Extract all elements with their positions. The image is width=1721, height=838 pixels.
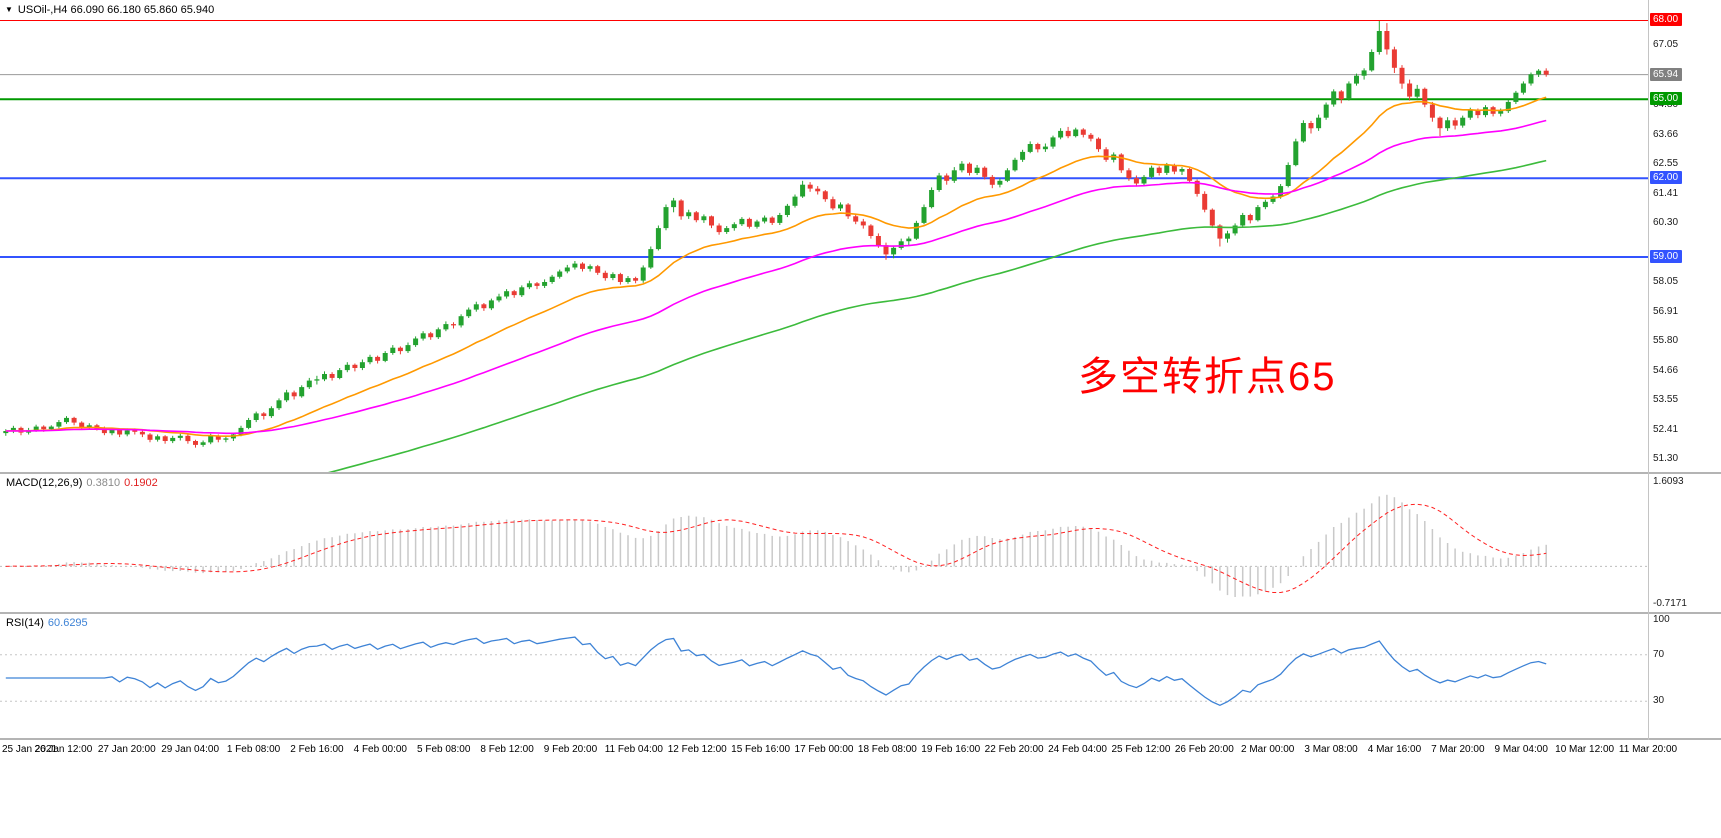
time-tick-label: 19 Feb 16:00	[921, 744, 981, 755]
price-tick-label: 63.66	[1653, 128, 1679, 140]
time-tick-label: 27 Jan 20:00	[97, 744, 156, 755]
time-tick-label: 11 Mar 20:00	[1618, 744, 1678, 755]
macd-panel[interactable]: MACD(12,26,9) 0.3810 0.1902	[0, 474, 1648, 612]
macd-chart-canvas[interactable]	[0, 474, 1648, 612]
macd-main-value: 0.3810	[86, 477, 121, 489]
time-tick-label: 5 Feb 08:00	[417, 744, 471, 755]
main-chart-panel[interactable]: ▼ USOil-,H4 66.090 66.180 65.860 65.940 多…	[0, 0, 1648, 472]
time-tick-label: 12 Feb 12:00	[667, 744, 727, 755]
rsi-label: RSI(14)	[6, 617, 44, 629]
time-tick-label: 9 Feb 20:00	[543, 744, 598, 755]
price-tick-label: 51.30	[1653, 453, 1679, 465]
price-tick-label: 53.55	[1653, 394, 1679, 406]
macd-label: MACD(12,26,9)	[6, 477, 83, 489]
macd-signal-value: 0.1902	[124, 477, 158, 489]
price-tick-label: 62.55	[1653, 157, 1679, 169]
price-tick-label: 52.41	[1653, 424, 1679, 436]
price-level-label: 65.00	[1650, 92, 1683, 106]
time-tick-label: 26 Feb 20:00	[1174, 744, 1234, 755]
price-axis[interactable]: 67.0564.8063.6662.5561.4160.3058.0556.91…	[1648, 0, 1721, 740]
rsi-level-label: 30	[1653, 695, 1665, 707]
time-tick-label: 25 Feb 12:00	[1111, 744, 1171, 755]
macd-scale-max-label: 1.6093	[1653, 476, 1684, 487]
rsi-chart-canvas[interactable]	[0, 614, 1648, 738]
time-tick-label: 22 Feb 20:00	[984, 744, 1044, 755]
chart-collapse-icon[interactable]: ▼	[5, 5, 13, 14]
time-tick-label: 24 Feb 04:00	[1048, 744, 1107, 755]
rsi-panel[interactable]: RSI(14) 60.6295	[0, 614, 1648, 738]
symbol-title-bar: ▼ USOil-,H4 66.090 66.180 65.860 65.940	[5, 4, 214, 16]
time-tick-label: 29 Jan 04:00	[161, 744, 220, 755]
time-tick-label: 10 Mar 12:00	[1555, 744, 1615, 755]
time-tick-label: 3 Mar 08:00	[1304, 744, 1358, 755]
chart-annotation-text[interactable]: 多空转折点65	[1078, 355, 1337, 399]
price-level-label: 62.00	[1650, 171, 1683, 185]
price-tick-label: 60.30	[1653, 216, 1679, 228]
price-level-label: 59.00	[1650, 250, 1683, 264]
price-tick-label: 54.66	[1653, 365, 1679, 377]
time-tick-label: 7 Mar 20:00	[1431, 744, 1485, 755]
macd-scale-min-label: -0.7171	[1653, 598, 1687, 609]
price-tick-label: 67.05	[1653, 39, 1679, 51]
panel-separator[interactable]	[0, 472, 1721, 474]
price-tick-label: 61.41	[1653, 187, 1679, 199]
time-axis[interactable]: 25 Jan 2021 26 Jan 12:00 27 Jan 20:00 29 Ja…	[0, 740, 1721, 764]
time-tick-label: 8 Feb 12:00	[480, 744, 534, 755]
macd-title: MACD(12,26,9) 0.3810 0.1902	[6, 477, 158, 489]
time-tick-label: 4 Mar 16:00	[1367, 744, 1422, 755]
time-tick-label: 9 Mar 04:00	[1494, 744, 1548, 755]
bid-price-label: 65.94	[1650, 67, 1683, 81]
panel-separator[interactable]	[0, 612, 1721, 614]
price-tick-label: 55.80	[1653, 335, 1679, 347]
panel-separator[interactable]	[0, 738, 1721, 740]
rsi-level-label: 70	[1653, 648, 1665, 660]
time-tick-label: 11 Feb 04:00	[604, 744, 663, 755]
candlestick-chart-canvas[interactable]	[0, 0, 1648, 472]
rsi-title: RSI(14) 60.6295	[6, 617, 88, 629]
time-tick-label: 1 Feb 08:00	[226, 744, 281, 755]
price-tick-label: 56.91	[1653, 305, 1679, 317]
time-tick-label: 18 Feb 08:00	[857, 744, 917, 755]
price-level-label: 68.00	[1650, 13, 1683, 27]
symbol-ohlc-title: USOil-,H4 66.090 66.180 65.860 65.940	[17, 4, 215, 16]
time-tick-label: 25 Jan 2021	[2, 744, 58, 755]
time-tick-label: 15 Feb 16:00	[731, 744, 791, 755]
time-tick-label: 26 Jan 12:00	[34, 744, 93, 755]
rsi-value: 60.6295	[47, 617, 88, 629]
time-tick-label: 2 Feb 16:00	[290, 744, 344, 755]
time-tick-label: 17 Feb 00:00	[794, 744, 854, 755]
time-tick-label: 2 Mar 00:00	[1241, 744, 1295, 755]
time-tick-label: 4 Feb 00:00	[353, 744, 407, 755]
rsi-level-label: 100	[1653, 614, 1670, 625]
price-tick-label: 58.05	[1653, 276, 1679, 287]
